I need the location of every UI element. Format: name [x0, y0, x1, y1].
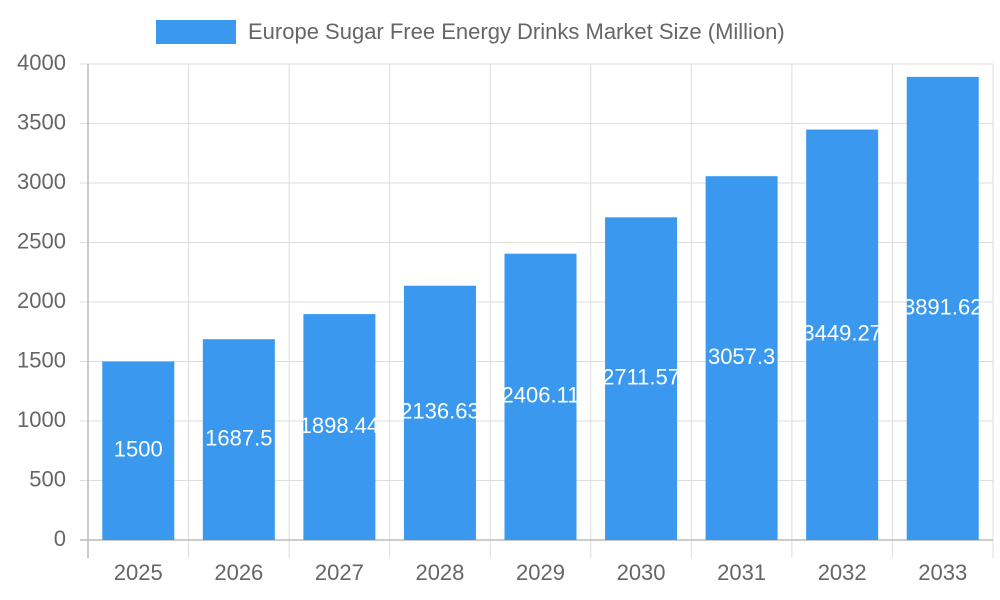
value-label: 2406.11 — [502, 383, 580, 408]
value-label: 2136.63 — [400, 399, 480, 424]
value-label: 3891.62 — [903, 294, 983, 319]
x-tick-label: 2025 — [114, 560, 163, 585]
legend-swatch — [156, 20, 236, 44]
x-tick-label: 2031 — [717, 560, 766, 585]
bar — [303, 314, 376, 540]
bar — [906, 76, 979, 540]
bar — [504, 253, 577, 540]
x-tick-label: 2032 — [818, 560, 867, 585]
bar — [202, 339, 275, 540]
x-tick-label: 2030 — [617, 560, 666, 585]
value-label: 1687.5 — [205, 425, 272, 450]
value-label: 2711.57 — [602, 364, 680, 389]
value-label: 1898.44 — [300, 413, 380, 438]
y-tick-label: 3000 — [17, 169, 66, 194]
x-tick-label: 2027 — [315, 560, 364, 585]
y-tick-label: 4000 — [17, 50, 66, 75]
bar — [705, 176, 778, 540]
bar — [605, 217, 678, 540]
y-tick-label: 3500 — [17, 109, 66, 134]
y-tick-label: 1000 — [17, 407, 66, 432]
x-tick-label: 2026 — [214, 560, 263, 585]
legend-label: Europe Sugar Free Energy Drinks Market S… — [248, 19, 785, 44]
value-label: 3057.3 — [708, 344, 775, 369]
y-tick-label: 1500 — [17, 347, 66, 372]
bar — [806, 129, 879, 540]
y-tick-label: 2000 — [17, 288, 66, 313]
bar — [403, 285, 476, 540]
y-tick-label: 0 — [54, 526, 66, 551]
x-tick-label: 2029 — [516, 560, 565, 585]
value-label: 1500 — [114, 437, 163, 462]
y-tick-label: 2500 — [17, 228, 66, 253]
x-tick-label: 2028 — [415, 560, 464, 585]
value-label: 3449.27 — [802, 321, 882, 346]
y-tick-label: 500 — [29, 466, 66, 491]
bar — [102, 361, 175, 540]
x-tick-label: 2033 — [918, 560, 967, 585]
